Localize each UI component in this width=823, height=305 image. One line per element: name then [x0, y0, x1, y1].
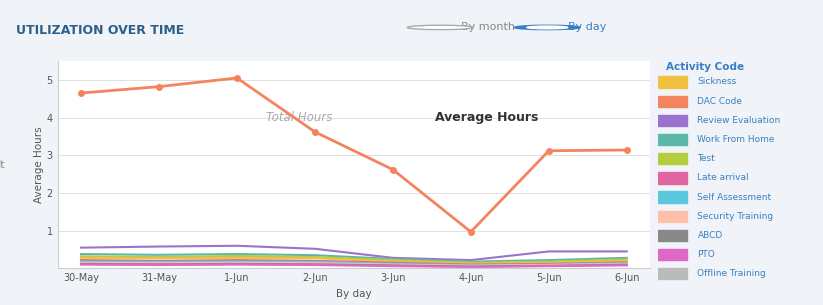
- Text: Average Hours: Average Hours: [435, 111, 538, 124]
- Bar: [658, 268, 686, 279]
- Text: It: It: [0, 160, 5, 170]
- Bar: [658, 249, 686, 260]
- Circle shape: [514, 25, 580, 30]
- Text: Total Hours: Total Hours: [266, 111, 332, 124]
- Text: ABCD: ABCD: [698, 231, 723, 240]
- Text: Activity Code: Activity Code: [667, 62, 744, 72]
- Bar: [658, 76, 686, 88]
- Circle shape: [407, 25, 473, 30]
- Text: Review Evaluation: Review Evaluation: [698, 116, 781, 125]
- Bar: [658, 172, 686, 184]
- Text: Self Assessment: Self Assessment: [698, 192, 772, 202]
- X-axis label: By day: By day: [336, 289, 372, 299]
- Text: PTO: PTO: [698, 250, 715, 259]
- Text: Sickness: Sickness: [698, 77, 737, 87]
- Text: UTILIZATION OVER TIME: UTILIZATION OVER TIME: [16, 24, 184, 37]
- Text: Work From Home: Work From Home: [698, 135, 775, 144]
- Text: By day: By day: [568, 23, 607, 32]
- Bar: [658, 230, 686, 241]
- Text: By month: By month: [461, 23, 515, 32]
- Bar: [658, 192, 686, 203]
- Text: DAC Code: DAC Code: [698, 97, 742, 106]
- Bar: [658, 211, 686, 222]
- Text: Offline Training: Offline Training: [698, 269, 766, 278]
- Text: Security Training: Security Training: [698, 212, 774, 221]
- Bar: [658, 95, 686, 107]
- Bar: [658, 134, 686, 145]
- Bar: [658, 153, 686, 164]
- Circle shape: [527, 26, 568, 29]
- Text: Test: Test: [698, 154, 715, 163]
- Text: Late arrival: Late arrival: [698, 174, 749, 182]
- Y-axis label: Average Hours: Average Hours: [34, 126, 44, 203]
- Bar: [658, 115, 686, 126]
